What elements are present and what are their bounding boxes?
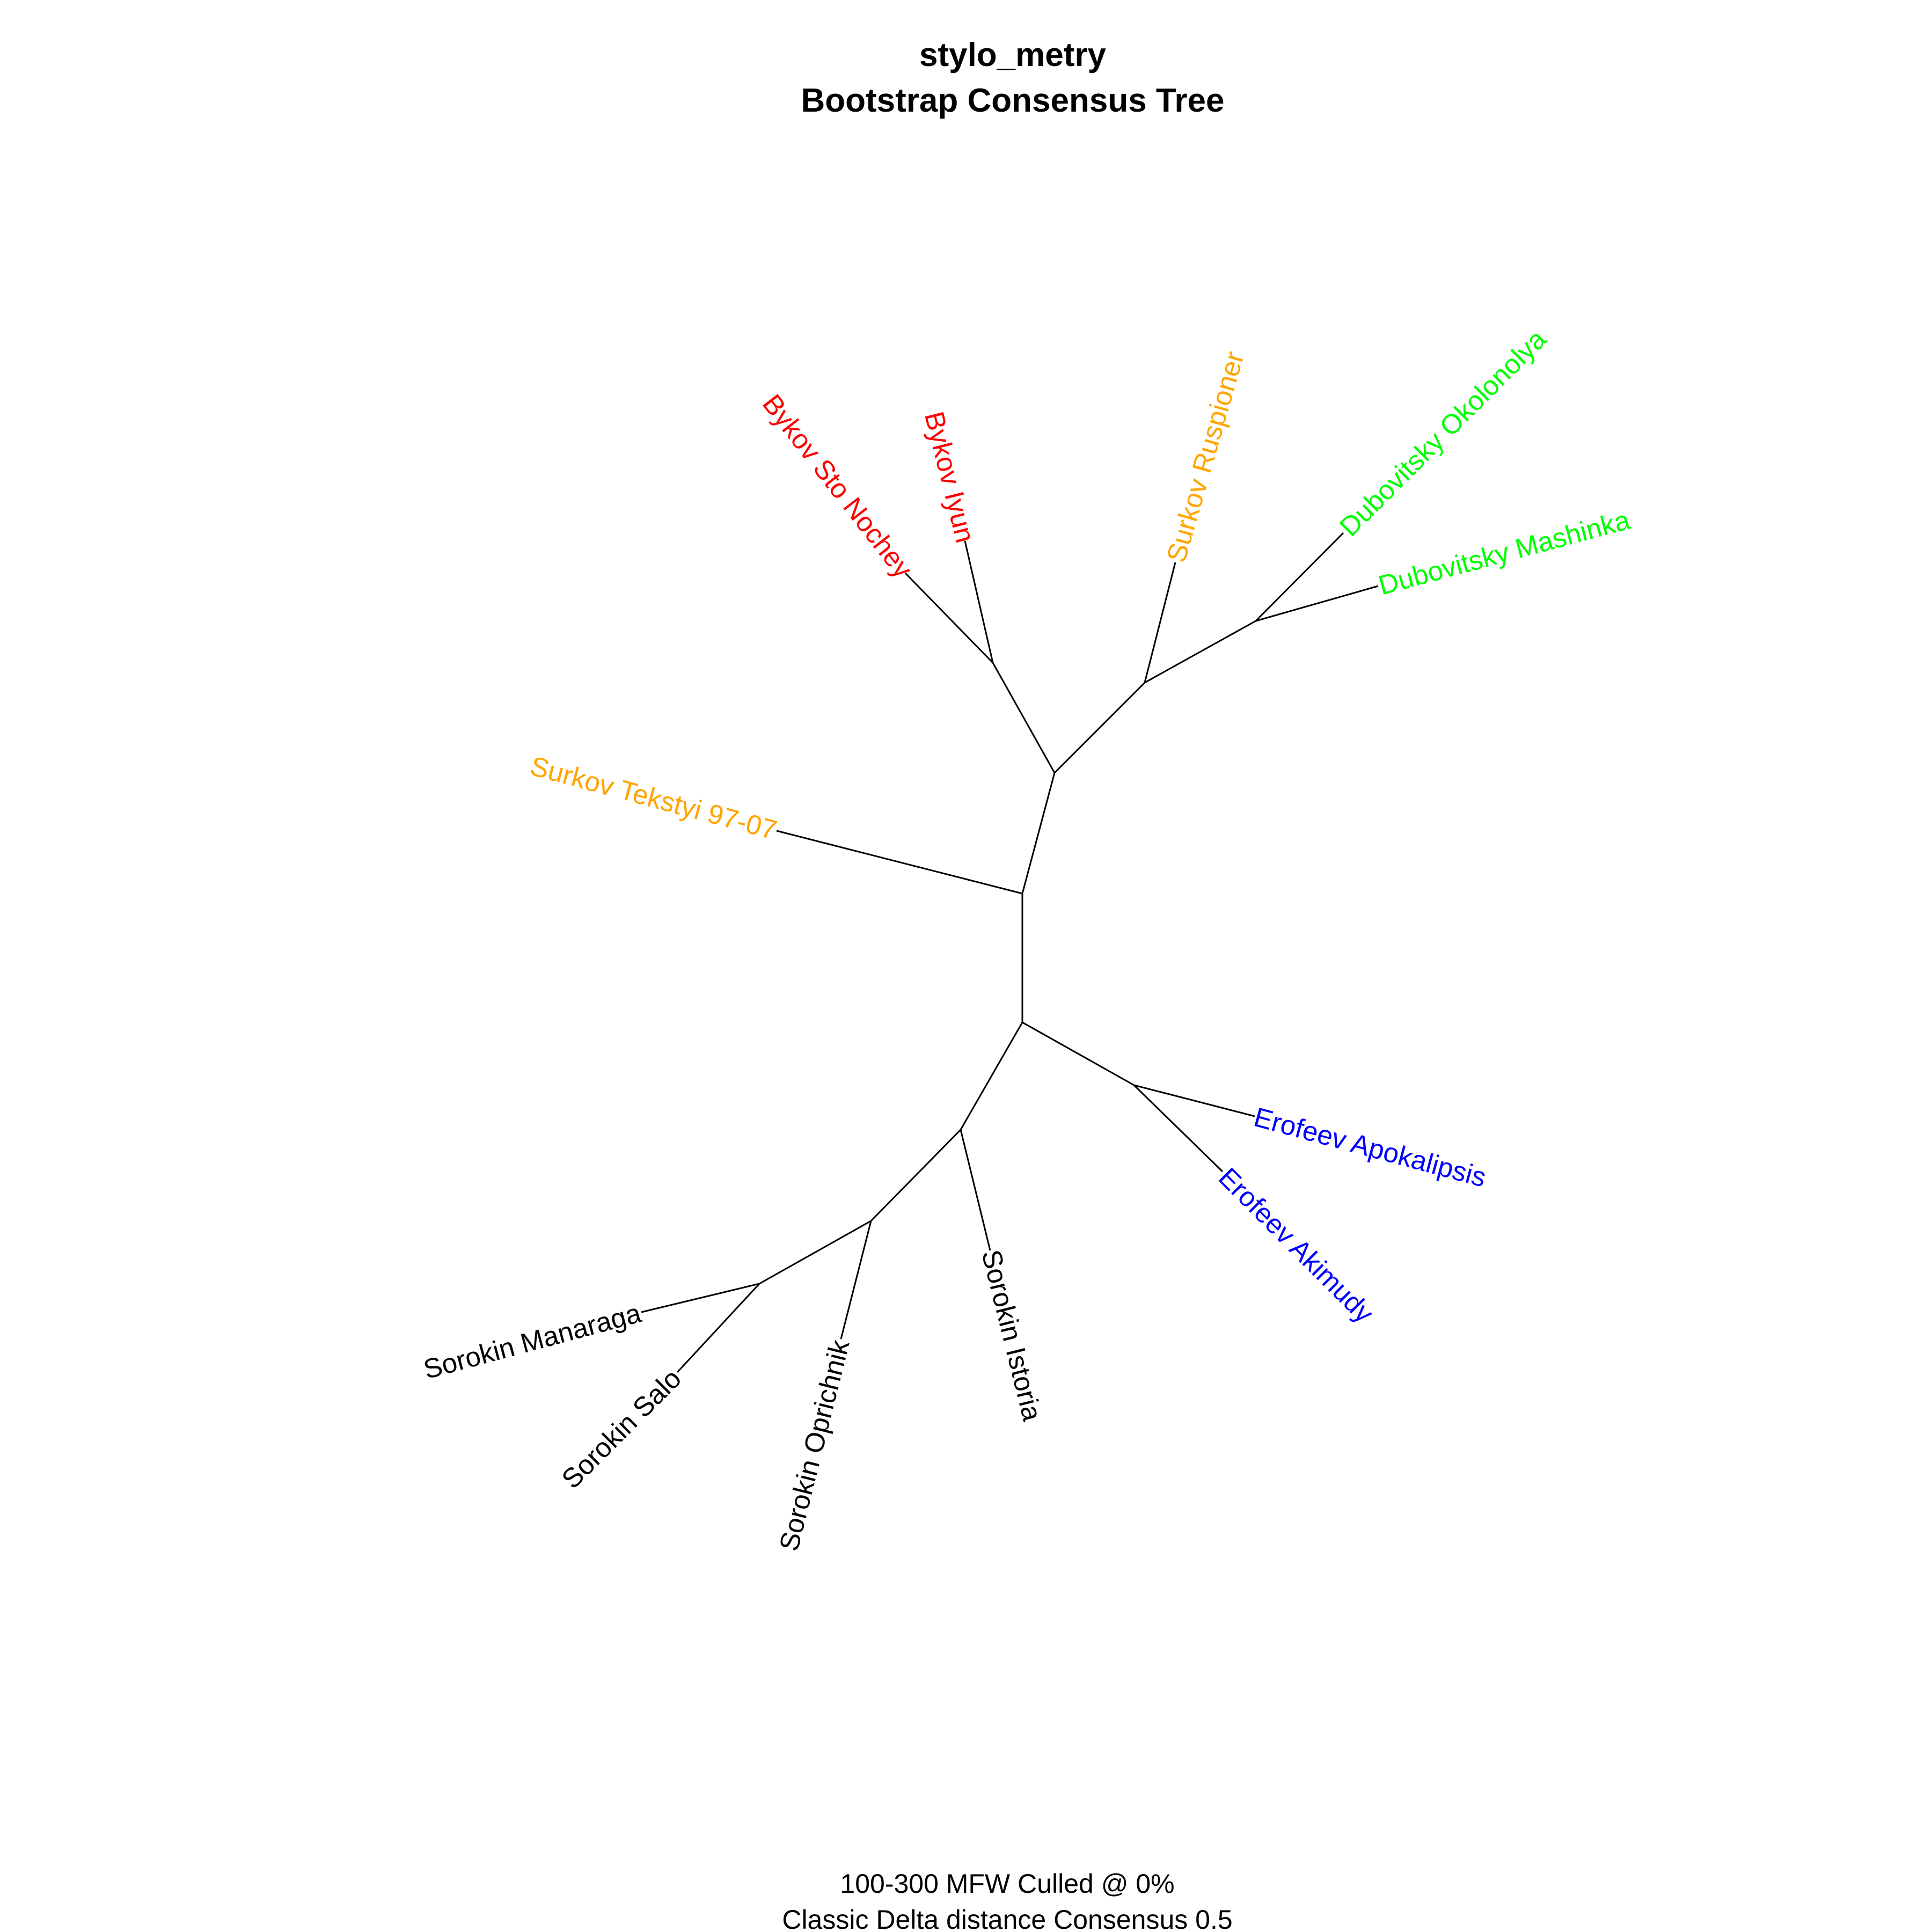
branch-rootA-surkov_tekstyi [776, 830, 1023, 895]
branch-upper-rightNode [1053, 682, 1146, 774]
chart-title-line2: Bootstrap Consensus Tree [801, 82, 1225, 119]
branch-sorokC-sorokin_salo [676, 1283, 760, 1373]
tip-label-sorokin-salo: Sorokin Salo [555, 1363, 687, 1495]
tip-label-bykov-iyun: Bykov Iyun [919, 408, 981, 546]
chart-title-line1: stylo_metry [919, 36, 1107, 74]
branch-rootA-upper [1021, 772, 1056, 894]
tip-label-bykov-sto-nochey: Bykov Sto Nochey [757, 389, 919, 584]
tip-label-sorokin-manaraga: Sorokin Manaraga [420, 1297, 645, 1385]
branch-dubNode-dubovitsky_mashinka [1255, 585, 1379, 622]
tip-label-erofeev-apokalipsis: Erofeev Apokalipsis [1251, 1101, 1490, 1192]
tip-label-surkov-ruspioner: Surkov Ruspioner [1161, 348, 1250, 565]
tip-label-sorokin-oprichnik: Sorokin Oprichnik [773, 1337, 855, 1554]
branch-sorokB-sorokin_oprichnik [840, 1220, 872, 1340]
branch-bykovNode-bykov_sto_nochey [904, 572, 994, 664]
branch-erofNode-erofeev_akimudy [1133, 1084, 1224, 1173]
branch-rootB-sorokA [960, 1022, 1023, 1130]
tree-tip-labels: Bykov Sto Nochey Bykov Iyun Surkov Ruspion… [420, 324, 1633, 1554]
branch-dubNode-dubovitsky_okolonolya [1255, 532, 1344, 622]
caption-line2: Classic Delta distance Consensus 0.5 [782, 1905, 1232, 1932]
caption-line1: 100-300 MFW Culled @ 0% [840, 1869, 1174, 1899]
branch-sorokB-sorokC [759, 1220, 872, 1285]
tip-label-erofeev-akimudy: Erofeev Akimudy [1213, 1162, 1380, 1329]
tip-label-sorokin-istoria: Sorokin Istoria [976, 1247, 1048, 1424]
branch-rootB-erofNode [1022, 1021, 1135, 1086]
tip-label-dubovitsky-mashinka: Dubovitsky Mashinka [1375, 504, 1634, 601]
tree-branches [641, 532, 1379, 1373]
branch-sorokA-sorokB [870, 1129, 962, 1222]
tip-label-dubovitsky-okolonolya: Dubovitsky Okolonolya [1334, 324, 1553, 543]
branch-upper-bykovNode [992, 662, 1056, 773]
branch-erofNode-erofeev_apokalipsis [1133, 1084, 1255, 1117]
branch-sorokA-sorokin_istoria [960, 1129, 991, 1251]
branch-rightNode-dubNode [1144, 620, 1256, 684]
branch-sorokC-sorokin_manaraga [641, 1283, 760, 1313]
branch-rightNode-surkov_ruspioner [1144, 562, 1176, 683]
tip-label-surkov-tekstyi: Surkov Tekstyi 97-07 [527, 750, 780, 845]
branch-bykovNode-bykov_iyun [964, 540, 994, 663]
